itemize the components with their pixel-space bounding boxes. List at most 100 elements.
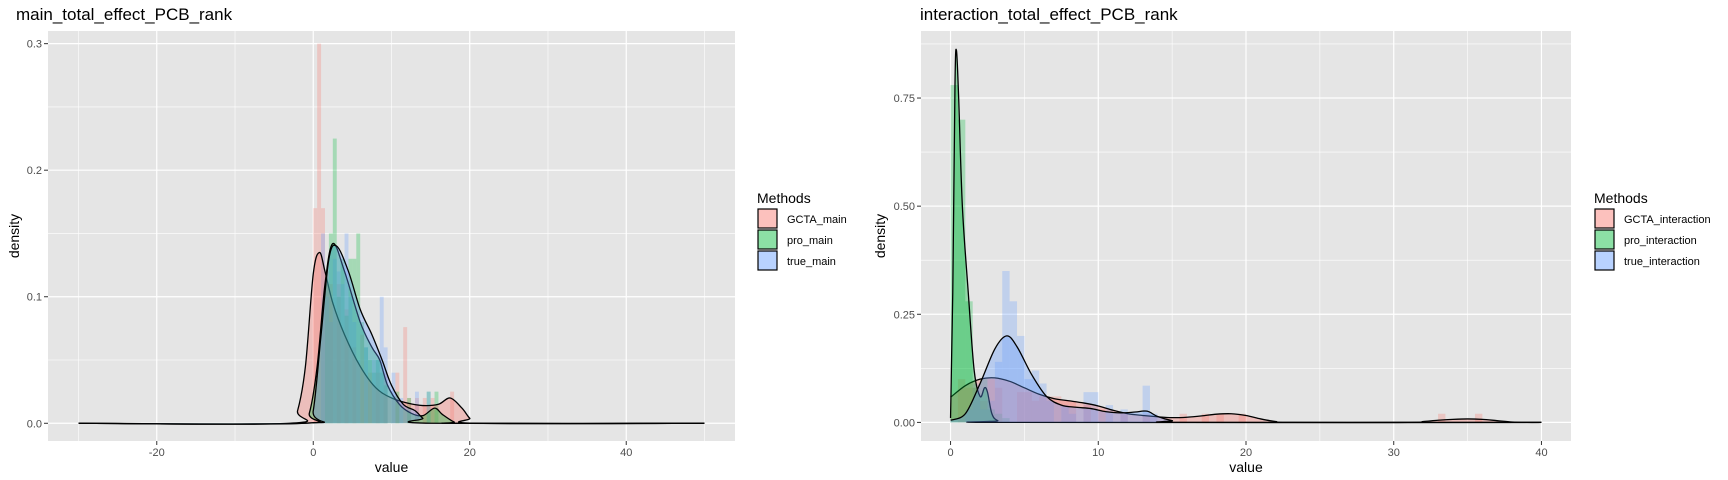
x-tick-label: 40: [1535, 447, 1547, 459]
x-tick-label: 40: [620, 447, 632, 459]
y-tick-label: 0.1: [27, 292, 42, 304]
histogram-bar: [1120, 409, 1128, 423]
histogram-bar: [957, 119, 966, 423]
x-tick-label: 20: [464, 447, 476, 459]
histogram-bar: [1068, 400, 1077, 423]
interaction-effect-density-chart: interaction_total_effect_PCB_rank 0 10 20 3…: [872, 5, 1711, 475]
histogram-bar: [324, 284, 329, 424]
histogram-bar: [965, 409, 973, 423]
histogram-bar: [1046, 400, 1054, 423]
histogram-bar: [1061, 400, 1069, 423]
histogram-bar: [328, 322, 333, 424]
legend-label-GCTA_main: GCTA_main: [787, 214, 847, 226]
histogram-bar: [383, 385, 388, 424]
histogram-bar: [1039, 396, 1047, 423]
histogram-bar: [965, 301, 973, 423]
histogram-bar: [1179, 413, 1187, 423]
histogram-bar: [356, 233, 361, 424]
histogram-bar: [972, 387, 981, 423]
density-curve-pro_main: [78, 242, 705, 425]
histogram-bar: [1105, 405, 1114, 423]
histogram-bar: [324, 271, 329, 424]
histogram-bar: [1046, 396, 1054, 423]
histogram-bar: [1002, 418, 1010, 423]
histogram-bar: [364, 347, 369, 424]
histogram-bar: [1438, 413, 1446, 423]
histogram-bar: [407, 397, 412, 424]
x-tick-label: 0: [310, 447, 316, 459]
density-curve-true_main: [78, 244, 705, 425]
histogram-bar: [987, 409, 995, 423]
histogram-bar: [336, 296, 341, 424]
density-curve-GCTA_main: [78, 251, 705, 425]
histogram-bar: [994, 361, 1003, 423]
x-tick-label: 30: [1388, 447, 1400, 459]
histogram-bar: [1009, 301, 1018, 423]
histogram-bar: [356, 360, 361, 424]
histogram-bar: [379, 372, 384, 424]
histogram-bar: [1024, 379, 1032, 423]
x-tick-label: 20: [1240, 447, 1252, 459]
y-tick-label: 0.3: [27, 39, 42, 51]
legend-label-pro_main: pro_main: [787, 235, 833, 247]
histogram-bar: [1149, 413, 1158, 423]
histogram-bar: [1083, 392, 1091, 423]
histogram-bar: [1216, 413, 1224, 423]
x-axis-label: value: [375, 459, 409, 475]
histogram-bar: [395, 391, 400, 424]
histogram-bar: [430, 397, 435, 424]
legend-title: Methods: [1594, 190, 1648, 206]
histogram-bar: [368, 360, 372, 424]
histogram-bar: [1068, 413, 1077, 423]
histogram-bar: [1017, 392, 1025, 423]
histogram-bar: [348, 296, 353, 424]
histogram-bar: [1031, 400, 1040, 423]
histogram-bar: [1039, 383, 1047, 423]
histogram-bar: [368, 372, 372, 424]
histogram-bar: [407, 397, 412, 424]
histogram-bar: [399, 397, 404, 424]
histogram-bar: [972, 383, 981, 423]
histogram-bar: [1142, 385, 1150, 423]
histogram-bar: [1098, 409, 1106, 423]
density-curves: [949, 48, 1542, 424]
histogram-bar: [395, 372, 400, 424]
histogram-bar: [1031, 370, 1040, 423]
legend-key-true_interaction: [1594, 250, 1615, 271]
main-effect-density-chart: main_total_effect_PCB_rank -20 0 20 40 0.00…: [6, 5, 847, 475]
histogram-bar: [344, 233, 349, 424]
legend-key-true_main: [757, 250, 778, 271]
histogram-bars: [313, 43, 455, 424]
histogram-bar: [1201, 413, 1210, 423]
x-axis-ticks: 0 10 20 30 40: [947, 441, 1548, 459]
density-area-true_main: [78, 245, 705, 425]
legend-label-pro_interaction: pro_interaction: [1624, 235, 1697, 247]
y-axis-ticks: 0.00 0.25 0.50 0.75: [894, 93, 921, 429]
density-curve-GCTA_interaction: [950, 377, 1542, 424]
x-axis-label: value: [1229, 459, 1263, 475]
legend-key-GCTA_main: [757, 208, 778, 229]
histogram-bar: [434, 391, 439, 424]
histogram-bar: [1002, 271, 1010, 423]
histogram-bar: [1238, 413, 1246, 423]
histogram-bar: [1083, 405, 1091, 423]
histogram-bar: [1120, 413, 1128, 423]
y-axis-label: density: [6, 214, 22, 258]
histogram-bar: [1053, 396, 1062, 423]
histogram-bar: [336, 271, 341, 424]
density-curves: [78, 242, 705, 425]
histogram-bar: [383, 372, 388, 424]
histogram-bar: [414, 397, 419, 424]
histogram-bar: [321, 233, 325, 424]
density-curve-pro_interaction: [949, 48, 1542, 424]
histogram-bar: [371, 360, 376, 424]
histogram-bar: [1024, 392, 1032, 423]
histogram-bar: [994, 387, 1003, 423]
histogram-bar: [950, 85, 958, 423]
histogram-bar: [1061, 405, 1069, 423]
histogram-bar: [352, 258, 357, 424]
histogram-bar: [980, 379, 988, 423]
histogram-bar: [324, 296, 329, 424]
histogram-bar: [336, 284, 341, 424]
